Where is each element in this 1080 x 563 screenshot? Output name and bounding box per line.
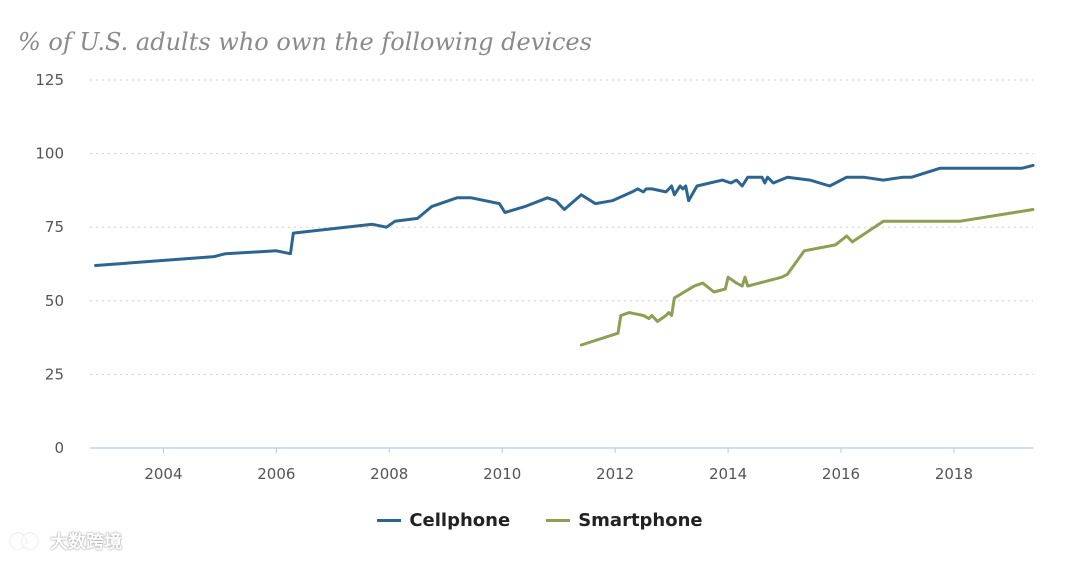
y-tick-label-50: 50	[45, 292, 64, 310]
watermark: 大数跨境	[10, 528, 122, 554]
series-line-smartphone	[579, 208, 1035, 347]
chart-title: % of U.S. adults who own the following d…	[18, 28, 592, 56]
x-tick-label-2008: 2008	[370, 465, 408, 483]
x-tick-label-2012: 2012	[596, 465, 634, 483]
legend-item-cellphone: Cellphone	[377, 510, 510, 531]
x-tick-label-2006: 2006	[257, 465, 295, 483]
x-tick-label-2010: 2010	[483, 465, 521, 483]
y-tick-label-25: 25	[45, 365, 64, 383]
x-tick-label-2004: 2004	[144, 465, 182, 483]
x-tick-label-2014: 2014	[709, 465, 747, 483]
x-axis: 2004 2006 2008 2010 2012 2014 2016 2018	[90, 447, 1033, 483]
legend-swatch-cellphone	[377, 519, 402, 522]
series-line-cellphone	[94, 163, 1035, 267]
y-tick-label-100: 100	[35, 145, 64, 163]
legend-swatch-smartphone	[546, 519, 571, 522]
y-axis: 0 25 50 75 100 125	[35, 71, 64, 457]
watermark-text: 大数跨境	[50, 532, 122, 553]
legend-label-cellphone: Cellphone	[409, 510, 511, 531]
y-tick-label-75: 75	[45, 218, 64, 236]
series-lines	[94, 163, 1035, 347]
legend: Cellphone Smartphone	[0, 510, 1080, 531]
legend-item-smartphone: Smartphone	[546, 510, 703, 531]
watermark-logo-icon	[10, 530, 46, 552]
y-tick-label-0: 0	[54, 439, 64, 457]
legend-label-smartphone: Smartphone	[578, 510, 703, 531]
grid-lines	[90, 79, 1033, 375]
x-tick-label-2018: 2018	[935, 465, 973, 483]
x-tick-label-2016: 2016	[822, 465, 860, 483]
y-tick-label-125: 125	[35, 71, 64, 89]
